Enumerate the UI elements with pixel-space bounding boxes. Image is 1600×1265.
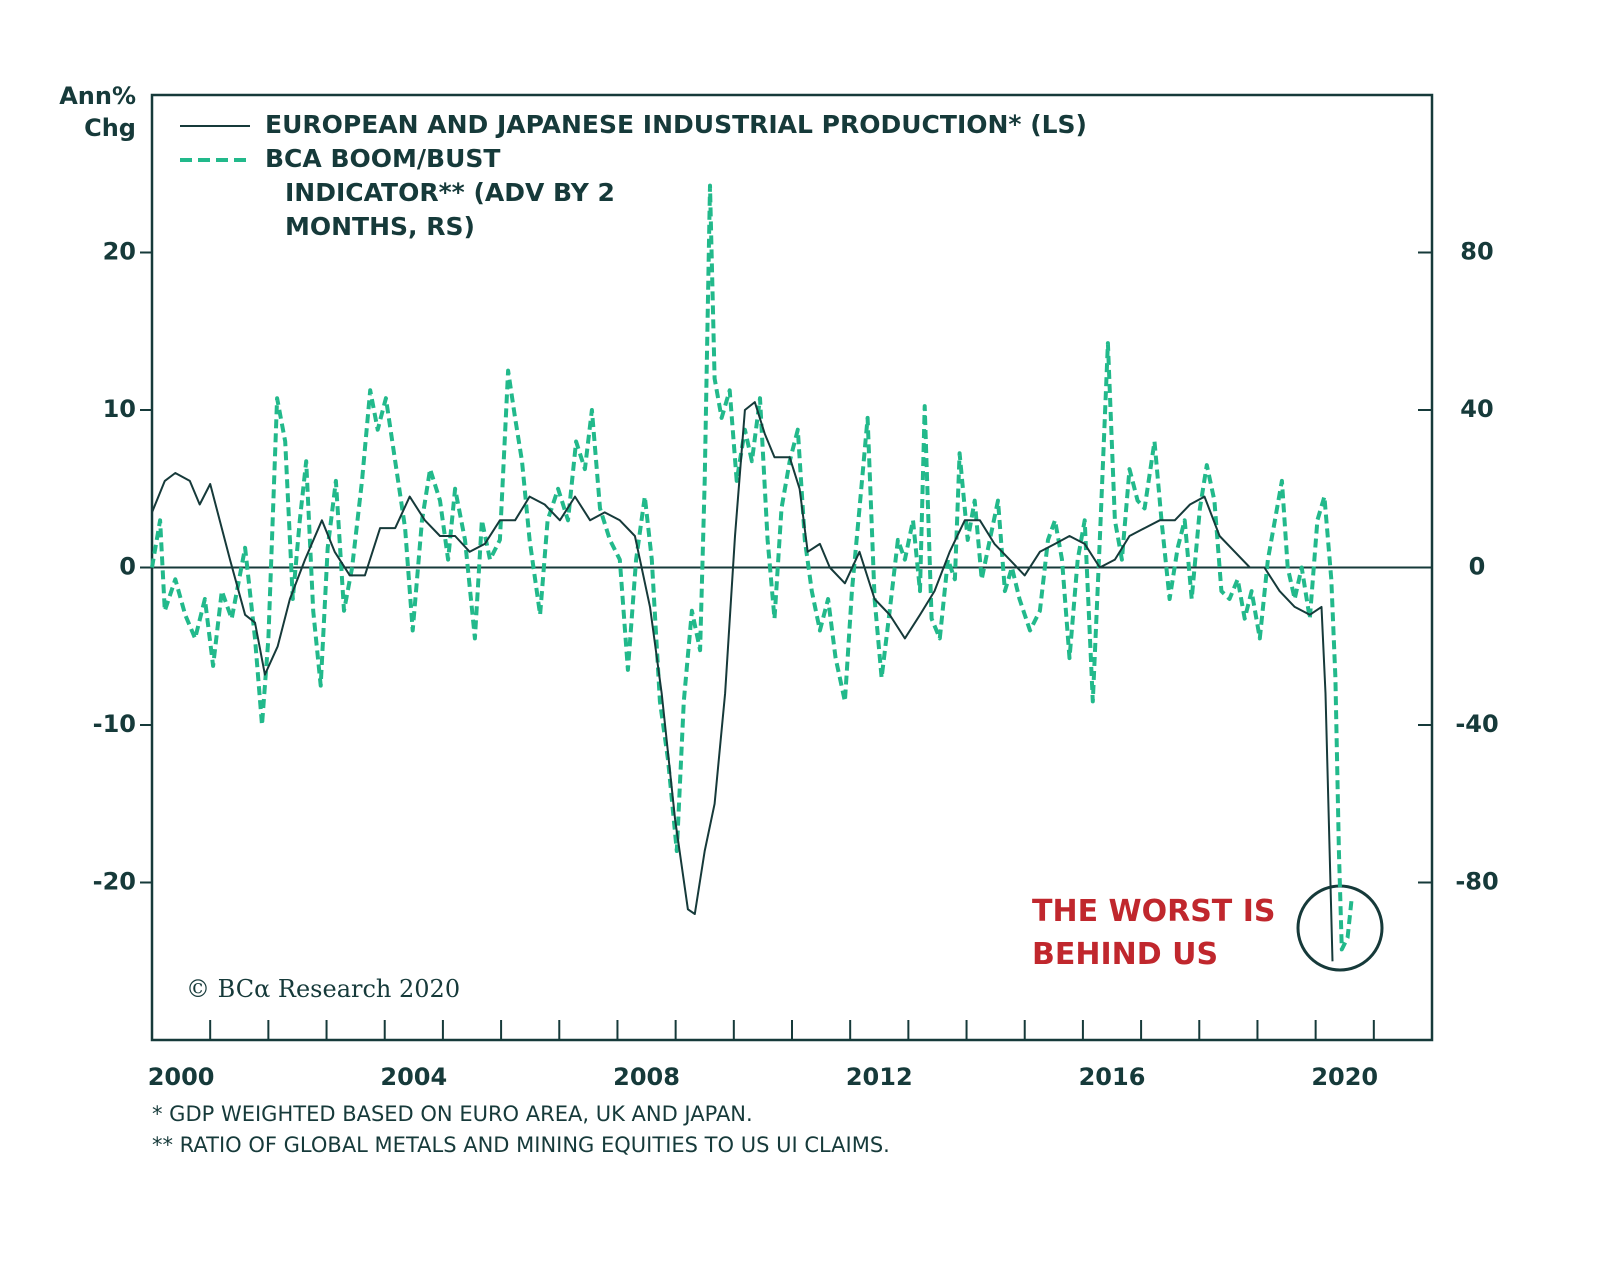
footnote: ** RATIO OF GLOBAL METALS AND MINING EQU…	[152, 1133, 890, 1157]
copyright: © BCα Research 2020	[186, 975, 461, 1003]
series-line	[150, 183, 1354, 952]
x-tick-label: 2012	[846, 1063, 913, 1091]
y2-tick-label: -40	[1455, 710, 1498, 738]
legend-label: BCA BOOM/BUST INDICATOR** (ADV BY 2 MONT…	[265, 144, 615, 241]
y-tick-label: 20	[103, 238, 136, 266]
y2-tick-label: 40	[1460, 395, 1493, 423]
x-tick-label: 2008	[613, 1063, 680, 1091]
footnote: * GDP WEIGHTED BASED ON EURO AREA, UK AN…	[152, 1102, 753, 1126]
y2-tick-label: -80	[1455, 868, 1498, 896]
y-tick-label: -20	[93, 868, 136, 896]
y2-tick-label: 80	[1460, 238, 1493, 266]
annotation: THE WORST IS BEHIND US	[1032, 894, 1276, 972]
y-axis-label: Ann% Chg	[59, 82, 136, 142]
x-tick-label: 2000	[148, 1063, 215, 1091]
y-tick-label: 10	[103, 395, 136, 423]
y2-tick-label: 0	[1469, 553, 1486, 581]
y-tick-label: -10	[93, 710, 136, 738]
legend-label: EUROPEAN AND JAPANESE INDUSTRIAL PRODUCT…	[265, 110, 1087, 139]
series-line	[151, 401, 1334, 962]
x-tick-label: 2020	[1311, 1063, 1378, 1091]
x-tick-label: 2016	[1079, 1063, 1146, 1091]
y-tick-label: 0	[119, 553, 136, 581]
x-tick-label: 2004	[380, 1063, 447, 1091]
